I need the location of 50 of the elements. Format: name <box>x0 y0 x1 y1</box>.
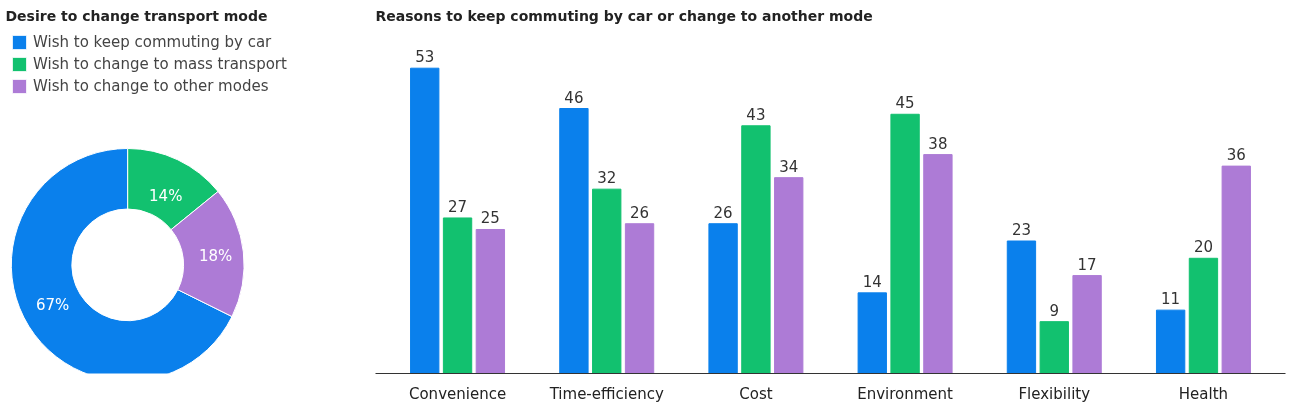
bar <box>1188 257 1219 374</box>
bar <box>1221 165 1251 374</box>
data-label: 43 <box>746 105 766 124</box>
bar <box>592 188 622 374</box>
bar <box>1155 309 1186 374</box>
data-label: 20 <box>1193 238 1213 257</box>
data-label: 25 <box>480 209 500 228</box>
chart-title: Reasons to keep commuting by car or change to another mode <box>375 7 873 24</box>
bar <box>624 223 655 374</box>
bar <box>475 228 506 374</box>
x-tick-label: Environment <box>857 384 954 403</box>
chart-title: Desire to change transport mode <box>5 7 268 24</box>
bar <box>774 177 804 374</box>
data-label: 18% <box>198 247 233 266</box>
data-label: 17 <box>1077 255 1097 274</box>
bar <box>442 217 473 374</box>
data-label: 26 <box>630 203 650 222</box>
data-label: 14% <box>149 186 183 205</box>
legend-label: Wish to keep commuting by car <box>33 33 272 51</box>
x-tick-label: Convenience <box>408 384 507 403</box>
x-tick-label: Flexibility <box>1018 384 1091 403</box>
data-label: 46 <box>564 88 584 107</box>
bar <box>923 154 953 374</box>
data-label: 67% <box>35 296 70 315</box>
bar <box>1039 321 1069 374</box>
data-label: 53 <box>415 48 435 67</box>
x-tick-label: Cost <box>739 384 773 403</box>
x-tick-label: Time-efficiency <box>548 384 664 403</box>
data-label: 26 <box>713 203 733 222</box>
x-tick-label: Health <box>1178 384 1229 403</box>
bar <box>1072 275 1102 374</box>
bar <box>410 67 440 374</box>
data-label: 36 <box>1226 146 1246 165</box>
data-label: 32 <box>597 169 617 188</box>
legend-label: Wish to change to other modes <box>33 77 269 95</box>
bar <box>857 292 887 374</box>
bar <box>559 108 589 374</box>
bar <box>1006 240 1037 374</box>
bar <box>890 113 920 374</box>
data-label: 9 <box>1049 301 1060 320</box>
data-label: 45 <box>895 94 915 113</box>
data-label: 11 <box>1161 290 1181 309</box>
data-label: 38 <box>928 134 948 153</box>
bar <box>708 223 738 374</box>
data-label: 27 <box>448 197 468 216</box>
data-label: 14 <box>862 272 882 291</box>
bar <box>741 125 771 374</box>
data-label: 23 <box>1011 221 1031 240</box>
legend-label: Wish to change to mass transport <box>33 55 287 73</box>
data-label: 34 <box>779 157 799 176</box>
